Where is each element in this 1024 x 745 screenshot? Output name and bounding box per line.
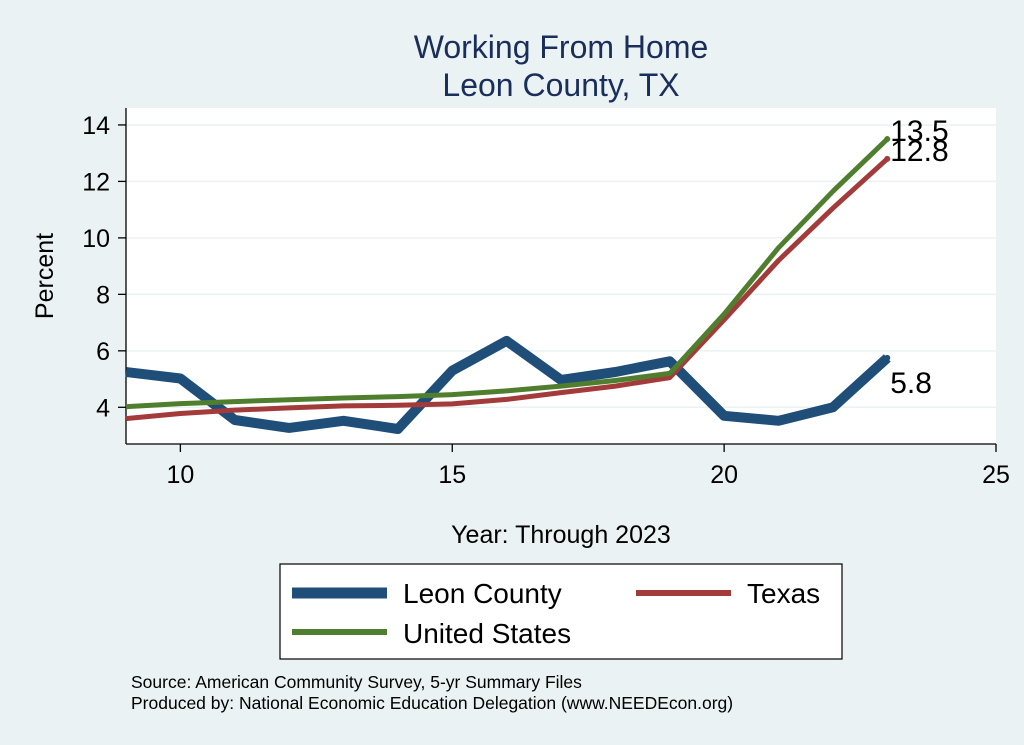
series-line-leon-county (125, 335, 891, 434)
ticks: 4 6 8 10 12 14 10 15 20 25 (82, 112, 1010, 489)
end-marker-leon-county (884, 354, 891, 361)
legend-box (279, 563, 843, 660)
end-labels: 5.8 12.813.5 (890, 115, 948, 400)
y-tick-label-4: 4 (96, 394, 110, 422)
source-note: Source: American Community Survey, 5-yr … (131, 672, 582, 692)
end-label-united-states: 13.5 (890, 115, 948, 148)
end-marker-texas (884, 155, 891, 162)
y-tick-label-10: 10 (82, 225, 110, 253)
x-tick-label-10: 10 (166, 461, 194, 489)
legend-label-texas: Texas (747, 578, 820, 609)
x-tick-label-25: 25 (982, 461, 1010, 489)
chart-title-line-2: Leon County, TX (442, 67, 679, 103)
x-axis-title: Year: Through 2023 (451, 521, 671, 549)
y-tick-label-8: 8 (96, 281, 110, 309)
end-label-leon-county: 5.8 (890, 367, 932, 400)
y-tick-label-6: 6 (96, 338, 110, 366)
axes (125, 108, 996, 445)
y-axis-title: Percent (31, 233, 59, 319)
y-tick-label-14: 14 (82, 112, 110, 140)
series-line-texas (125, 156, 889, 422)
legend: Leon County Texas United States (279, 563, 843, 660)
y-tick-label-12: 12 (82, 168, 110, 196)
series-lines (125, 136, 891, 434)
x-tick-label-15: 15 (438, 461, 466, 489)
producer-note: Produced by: National Economic Education… (131, 693, 733, 713)
chart-title-line-1: Working From Home (414, 29, 709, 65)
x-tick-label-20: 20 (710, 461, 738, 489)
end-label-texas: 12.8 (890, 135, 948, 168)
series-line-united-states (125, 137, 890, 410)
end-marker-united-states (884, 136, 891, 143)
legend-label-leon-county: Leon County (403, 578, 562, 609)
legend-label-united-states: United States (403, 618, 571, 649)
